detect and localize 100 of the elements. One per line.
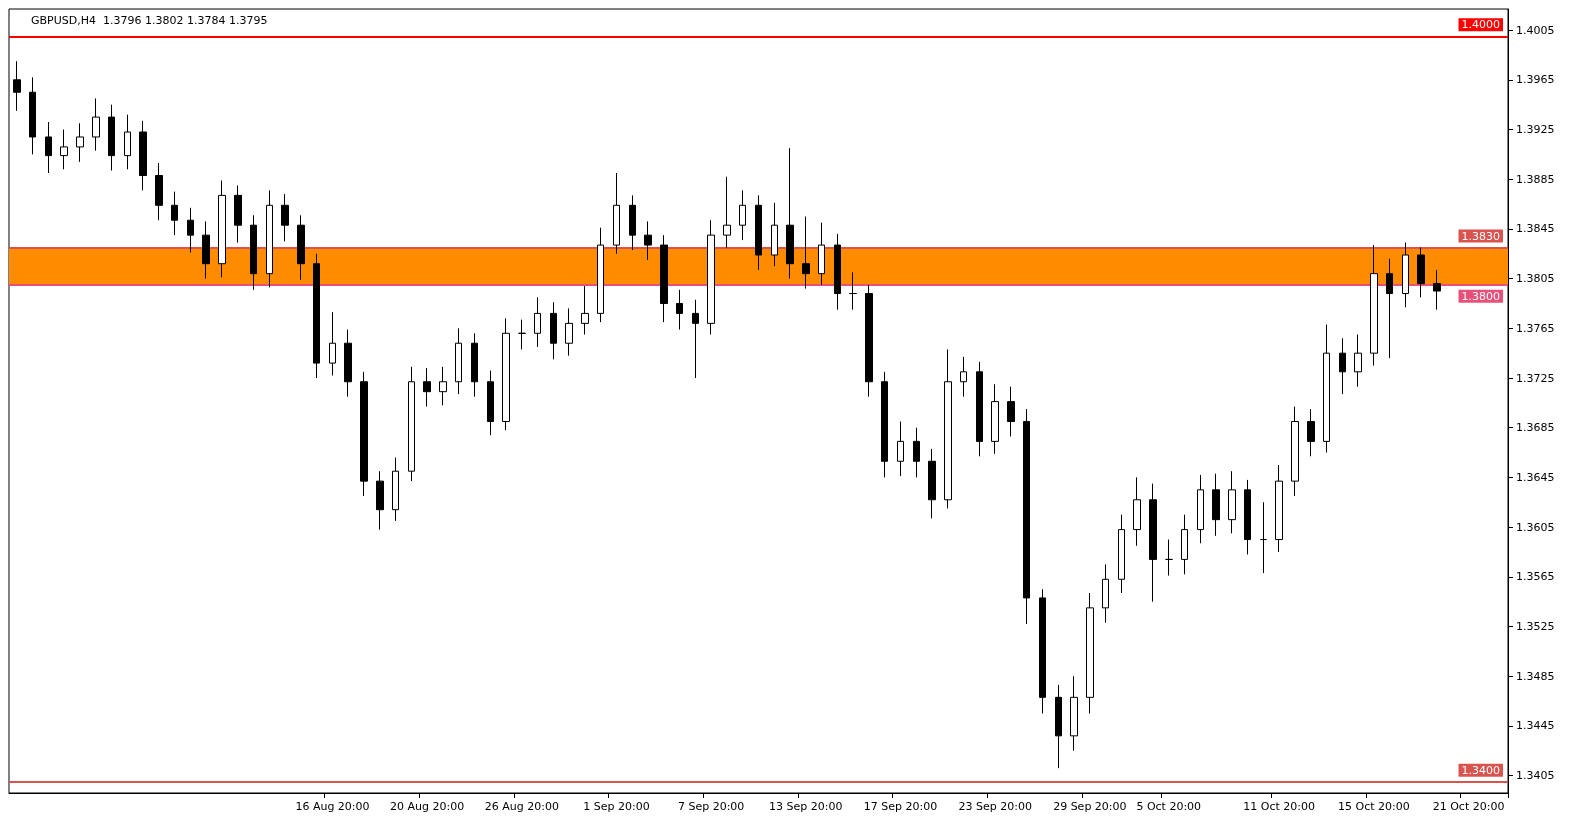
candlestick — [707, 219, 715, 336]
candlestick — [1212, 473, 1220, 537]
x-tick-label: 21 Oct 20:00 — [1432, 800, 1505, 813]
candlestick — [991, 383, 999, 455]
candlestick — [660, 234, 668, 323]
candlestick — [29, 76, 36, 155]
x-tick-label: 26 Aug 20:00 — [484, 800, 559, 813]
y-tick-label: 1.3925 — [1516, 123, 1555, 137]
candlestick — [1165, 539, 1173, 577]
candlestick — [92, 97, 100, 152]
candlestick — [329, 311, 336, 377]
y-tick-label: 1.3645 — [1516, 470, 1555, 484]
y-tick-label: 1.3805 — [1516, 272, 1555, 286]
ref-line-label: 1.4000 — [1461, 18, 1500, 32]
candlestick — [313, 253, 320, 379]
y-tick-label: 1.3605 — [1516, 520, 1555, 534]
candlestick — [550, 301, 557, 360]
candlestick — [266, 189, 273, 288]
x-tick-label: 11 Oct 20:00 — [1243, 800, 1316, 813]
candlestick — [881, 371, 888, 478]
ref-line-label: 1.3400 — [1461, 763, 1500, 777]
y-tick-label: 1.3725 — [1516, 371, 1555, 385]
candlestick — [1433, 269, 1441, 311]
candlestick — [771, 202, 778, 267]
candlestick — [392, 457, 399, 522]
candlestick — [1417, 247, 1425, 298]
y-tick-label: 1.3765 — [1516, 321, 1555, 335]
candlestick — [376, 470, 384, 531]
x-tick-label: 17 Sep 20:00 — [863, 800, 938, 813]
candlestick — [202, 220, 210, 280]
candlestick — [487, 370, 494, 436]
candlestick — [581, 285, 589, 336]
x-tick-label: 20 Aug 20:00 — [390, 800, 465, 813]
candlestick — [281, 193, 289, 242]
candlestick — [802, 215, 810, 290]
candlestick — [613, 172, 620, 255]
candlestick — [723, 176, 731, 249]
ref-line-label: 1.3830 — [1461, 229, 1500, 243]
candlestick — [45, 121, 52, 174]
candlestick — [1275, 464, 1283, 553]
candlestick — [187, 207, 194, 254]
y-tick-label: 1.3845 — [1516, 222, 1555, 236]
candlestick — [1370, 244, 1378, 367]
candlestick — [13, 60, 21, 112]
text: GBPUSD,H4 1.3796 1.3802 1.3784 1.3795 — [31, 14, 268, 27]
candlestick — [1181, 514, 1188, 575]
candlestick — [518, 319, 526, 350]
candlestick — [124, 114, 131, 170]
candlestick — [108, 104, 115, 172]
candlestick — [849, 271, 857, 311]
candlestick — [1228, 470, 1236, 534]
candlestick — [1323, 324, 1330, 454]
y-tick-label: 1.3565 — [1516, 570, 1555, 584]
candlestick — [171, 191, 178, 236]
candlestick — [565, 307, 573, 357]
candlestick — [455, 327, 462, 395]
candlestick — [218, 179, 226, 278]
candlestick — [1197, 474, 1204, 544]
candlestick — [1070, 675, 1078, 752]
candlestick — [644, 220, 652, 261]
candlestick — [1307, 408, 1315, 457]
y-tick-label: 1.3445 — [1516, 719, 1555, 733]
candlestick — [1339, 337, 1346, 395]
candlestick — [534, 296, 541, 348]
y-tick-label: 1.3525 — [1516, 620, 1555, 634]
x-tick-label: 15 Oct 20:00 — [1338, 800, 1410, 813]
candlestick — [1118, 514, 1125, 594]
candlestick — [423, 367, 431, 408]
candlestick — [676, 289, 683, 331]
candlestick — [739, 189, 746, 241]
candlestick — [1244, 479, 1251, 555]
candlestick — [960, 356, 967, 398]
x-tick-label: 7 Sep 20:00 — [677, 800, 745, 813]
candlestick — [976, 361, 983, 457]
candlestick — [913, 427, 920, 478]
candlestick — [1260, 501, 1267, 574]
candlestick — [786, 147, 794, 280]
y-tick-label: 1.3485 — [1516, 669, 1555, 683]
candlestick — [1102, 563, 1109, 624]
candlestick — [818, 222, 825, 286]
ref-line-label: 1.3800 — [1461, 289, 1500, 303]
x-tick-label: 23 Sep 20:00 — [958, 800, 1032, 813]
candlestick — [250, 214, 257, 291]
candlestick — [1149, 483, 1157, 603]
candlestick — [597, 227, 604, 323]
candlestick — [502, 317, 510, 431]
candlestick — [408, 366, 415, 482]
y-tick-label: 1.4005 — [1516, 23, 1555, 37]
candlestick — [1039, 588, 1046, 714]
candlestick — [1386, 258, 1393, 359]
x-tick-label: 5 Oct 20:00 — [1136, 800, 1202, 813]
candlestick — [1007, 386, 1015, 437]
candlestick — [360, 371, 368, 497]
candlestick — [155, 162, 163, 221]
candlestick — [139, 120, 147, 191]
candlestick — [1133, 476, 1141, 547]
candlestick — [865, 284, 873, 398]
candlestick — [1291, 406, 1299, 497]
y-tick-label: 1.3965 — [1516, 73, 1555, 87]
x-tick-label: 13 Sep 20:00 — [769, 800, 843, 813]
